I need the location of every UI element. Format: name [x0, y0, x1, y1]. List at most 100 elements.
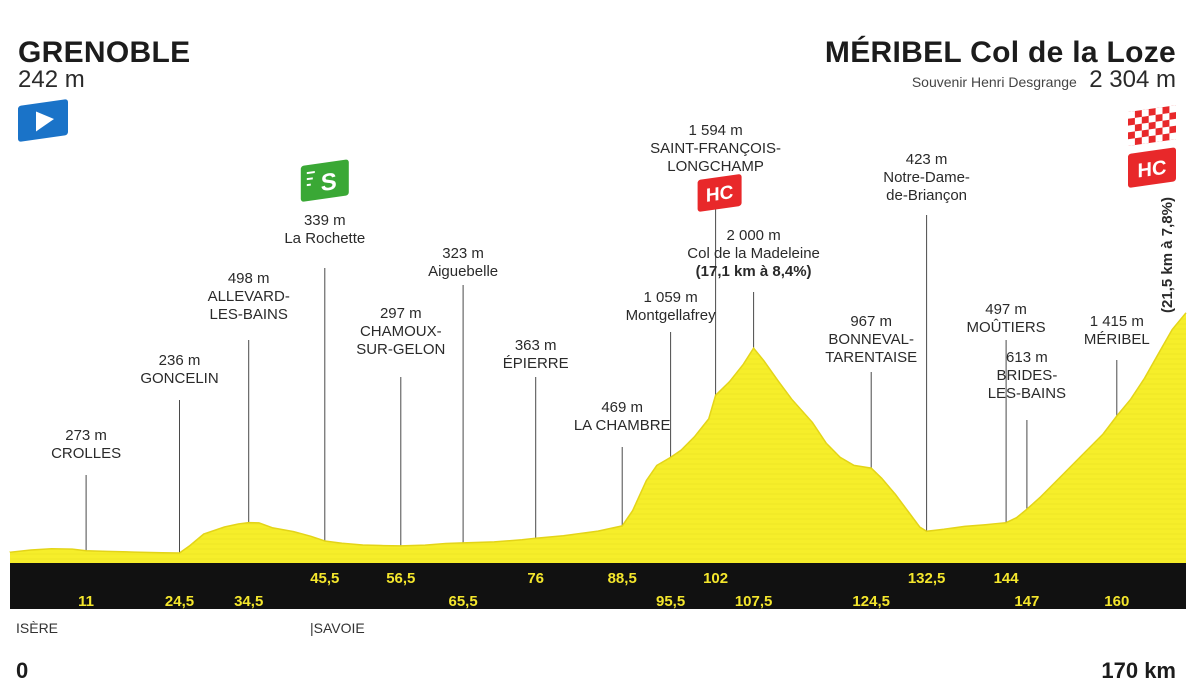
badges-layer: S HC HC — [18, 99, 1177, 212]
km-label-13: 144 — [994, 570, 1020, 587]
finish-flag-square — [1148, 114, 1156, 123]
finish-flag-square — [1169, 132, 1177, 141]
km-label-3: 45,5 — [310, 570, 339, 587]
place-label-12-1: Notre-Dame- — [883, 169, 970, 186]
km-label-0: 11 — [78, 593, 94, 610]
place-label-4-1: CHAMOUX- — [360, 323, 442, 340]
km-labels-layer: 11 24,5 34,5 45,5 56,5 65,5 76 88,5 95,5 102 107,5… — [78, 570, 1129, 610]
hc-badge-label: HC — [706, 182, 734, 207]
place-label-4-2: SUR-GELON — [356, 341, 445, 358]
place-label-8-1: Montgellafrey — [626, 307, 717, 324]
place-label-10-0: 2 000 m — [726, 227, 780, 244]
region-savoie: |SAVOIE — [310, 620, 365, 636]
hc-badge-finish: HC — [1128, 147, 1176, 188]
place-label-8-0: 1 059 m — [643, 289, 697, 306]
region-isere: ISÈRE — [16, 620, 59, 636]
place-label-13-0: 497 m — [985, 301, 1027, 318]
finish-flag-square — [1141, 122, 1149, 131]
place-label-2-2: LES-BAINS — [210, 306, 288, 323]
place-label-1-1: GONCELIN — [140, 370, 218, 387]
finish-flag-square — [1155, 107, 1163, 115]
finish-flag-square — [1169, 118, 1177, 127]
place-label-11-0: 967 m — [850, 313, 892, 330]
km-label-6: 76 — [527, 570, 544, 587]
km-label-1: 24,5 — [165, 593, 194, 610]
place-label-15-1: MÉRIBEL — [1084, 331, 1150, 348]
finish-flag-square — [1134, 130, 1142, 139]
place-label-9-2: LONGCHAMP — [667, 158, 764, 175]
sprint-badge-stripe — [306, 177, 313, 181]
distance-end: 170 km — [1101, 658, 1176, 683]
place-label-4-0: 297 m — [380, 305, 422, 322]
place-label-1-0: 236 m — [159, 352, 201, 369]
start-header: GRENOBLE 242 m — [18, 36, 190, 94]
marker-lines-layer — [85, 190, 1118, 563]
place-label-0-0: 273 m — [65, 427, 107, 444]
hc-badge-finish-bg — [1128, 147, 1176, 188]
place-label-6-0: 363 m — [515, 337, 557, 354]
km-label-9: 102 — [703, 570, 728, 587]
place-label-9-0: 1 594 m — [688, 122, 742, 139]
km-label-5: 65,5 — [448, 593, 477, 610]
profile-area — [10, 312, 1186, 563]
finish-header: MÉRIBEL Col de la Loze Souvenir Henri De… — [825, 36, 1176, 94]
finish-climb-label: (21,5 km à 7,8%) — [1159, 197, 1176, 313]
place-label-11-1: BONNEVAL- — [828, 331, 914, 348]
finish-flag-square — [1128, 111, 1135, 119]
finish-flag-square — [1155, 120, 1163, 129]
place-label-7-1: LA CHAMBRE — [574, 417, 671, 434]
finish-flag — [1128, 105, 1177, 147]
place-label-5-0: 323 m — [442, 245, 484, 262]
place-label-11-2: TARENTAISE — [825, 349, 917, 366]
start-altitude: 242 m — [18, 66, 85, 93]
place-label-10-1: Col de la Madeleine — [687, 245, 820, 262]
start-play-icon — [36, 111, 54, 132]
place-label-5-1: Aiguebelle — [428, 263, 498, 280]
finish-subtitle: Souvenir Henri Desgrange — [911, 74, 1077, 90]
finish-flag-square — [1141, 136, 1149, 145]
km-label-15: 160 — [1104, 593, 1129, 610]
sprint-badge-stripe — [306, 183, 311, 187]
place-label-14-1: BRIDES- — [996, 367, 1057, 384]
finish-flag-square — [1162, 112, 1170, 121]
place-label-12-2: de-Briançon — [886, 187, 967, 204]
hc-badge-finish-label: HC — [1138, 157, 1167, 183]
km-label-10: 107,5 — [735, 593, 773, 610]
distance-start: 0 — [16, 658, 29, 683]
place-label-9-1: SAINT-FRANÇOIS- — [650, 140, 781, 157]
km-label-12: 132,5 — [908, 570, 946, 587]
place-label-3-1: La Rochette — [284, 230, 365, 247]
place-label-6-1: ÉPIERRE — [503, 355, 569, 372]
place-label-2-0: 498 m — [228, 270, 270, 287]
place-label-15-0: 1 415 m — [1090, 313, 1144, 330]
finish-flag-square — [1134, 116, 1142, 125]
place-label-2-1: ALLEVARD- — [208, 288, 290, 305]
km-label-2: 34,5 — [234, 593, 263, 610]
sprint-badge-bg — [300, 159, 349, 202]
place-label-12-0: 423 m — [906, 151, 948, 168]
place-label-13-1: MOÛTIERS — [967, 319, 1046, 336]
finish-flag-square — [1128, 138, 1135, 147]
hc-badge-bg — [697, 174, 742, 212]
finish-flag-bg — [1128, 105, 1176, 146]
finish-flag-square — [1169, 105, 1177, 113]
km-label-14: 147 — [1014, 593, 1039, 610]
profile-line — [9, 312, 1187, 554]
finish-flag-square — [1141, 109, 1149, 117]
km-label-8: 95,5 — [656, 593, 685, 610]
finish-flag-square — [1148, 128, 1156, 137]
km-label-4: 56,5 — [386, 570, 415, 587]
sprint-badge-stripe — [306, 171, 315, 175]
finish-altitude: 2 304 m — [1089, 66, 1176, 93]
place-label-7-0: 469 m — [601, 399, 643, 416]
place-label-14-0: 613 m — [1006, 349, 1048, 366]
place-label-0-1: CROLLES — [51, 445, 121, 462]
km-label-11: 124,5 — [852, 593, 890, 610]
start-city-name: GRENOBLE — [18, 36, 191, 69]
finish-flag-square — [1162, 126, 1170, 135]
place-label-3-0: 339 m — [304, 212, 346, 229]
hc-badge-madeleine: HC — [697, 174, 742, 212]
place-label-10-2: (17,1 km à 8,4%) — [696, 263, 812, 280]
